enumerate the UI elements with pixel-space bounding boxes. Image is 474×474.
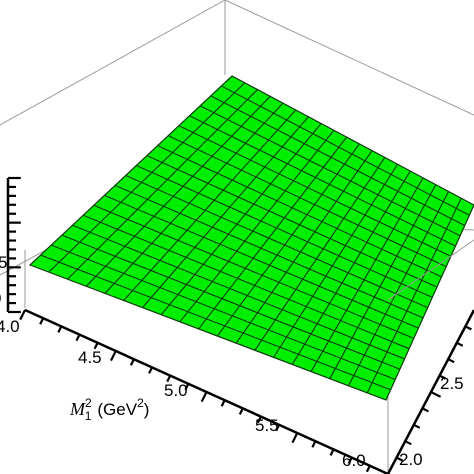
- mesh-line: [85, 95, 271, 287]
- mesh-line: [273, 163, 399, 358]
- x-axis-tick: [109, 350, 117, 362]
- x-axis-tick: [275, 424, 281, 432]
- surface: [28, 75, 474, 401]
- x-axis-label-base: M: [69, 399, 86, 419]
- x-axis-tick: [19, 309, 26, 321]
- y-axis-tick: [439, 374, 447, 380]
- mesh-line: [178, 125, 452, 257]
- x-tick-label: 5.0: [164, 381, 188, 400]
- y-axis-tick: [404, 440, 412, 446]
- mesh-line: [123, 109, 297, 301]
- mesh-line: [157, 145, 442, 278]
- mesh-line: [72, 224, 405, 360]
- mesh-line: [48, 82, 246, 273]
- x-axis-tick: [365, 465, 371, 473]
- mesh-line: [93, 204, 415, 339]
- x-axis-label-sub: 1: [85, 409, 92, 423]
- mesh-line: [189, 115, 456, 247]
- mesh-line: [104, 102, 284, 294]
- x-axis-label-unit-close: ): [144, 400, 150, 419]
- mesh-line: [61, 234, 401, 370]
- x-axis-label: M2 1 (GeV2): [69, 396, 149, 423]
- mesh-line: [348, 191, 450, 387]
- y-tick-labels: 2.0 2.5: [399, 374, 464, 469]
- mesh-line: [104, 194, 419, 329]
- mesh-line: [142, 116, 309, 308]
- mesh-line: [40, 254, 391, 391]
- x-axis-tick: [347, 457, 353, 465]
- x-axis-tick: [220, 399, 226, 407]
- mesh-line: [146, 155, 438, 288]
- x-axis-tick: [57, 325, 63, 333]
- x-axis-tick: [311, 440, 317, 448]
- axes: [6, 176, 474, 474]
- mesh-line: [125, 174, 428, 309]
- x-axis-tick: [148, 366, 154, 374]
- y-axis-tick: [456, 341, 464, 347]
- mesh-line: [167, 135, 447, 268]
- y-axis-tick: [447, 358, 455, 364]
- x-axis-label-unit-sup: 2: [137, 396, 144, 410]
- y-axis-tick: [396, 456, 404, 462]
- mesh-line: [366, 197, 462, 394]
- x-axis-tick: [93, 342, 99, 350]
- x-axis-tick: [256, 416, 262, 424]
- mesh-line: [254, 157, 386, 351]
- mesh-line: [136, 165, 433, 298]
- x-tick-label: 6.0: [342, 451, 366, 470]
- mesh-line: [179, 129, 335, 323]
- mesh-line: [160, 123, 322, 316]
- x-tick-label: 4.0: [0, 317, 20, 336]
- mesh-line: [198, 136, 348, 330]
- x-axis-tick: [166, 375, 172, 383]
- x-axis-tick: [238, 407, 244, 415]
- mesh-line: [329, 184, 437, 379]
- x-axis-tick: [291, 432, 299, 444]
- x-axis-tick: [75, 334, 81, 342]
- y-axis-tick: [421, 407, 429, 413]
- box-edge: [0, 0, 226, 126]
- x-axis-label-sup: 2: [85, 396, 92, 410]
- box-edge: [224, 0, 474, 116]
- x-axis-tick: [329, 448, 335, 456]
- y-tick-label: 2.0: [399, 450, 423, 469]
- mesh-line: [199, 105, 461, 237]
- z-tick-label: 0: [0, 289, 1, 308]
- mesh-line: [235, 150, 373, 344]
- x-axis-label-unit: (GeV: [97, 400, 137, 419]
- x-axis-tick: [39, 317, 45, 325]
- x-axis-tick: [200, 391, 208, 403]
- y-axis-tick: [430, 391, 442, 398]
- y-axis-tick: [464, 325, 472, 331]
- mesh-line: [82, 214, 410, 350]
- x-axis-tick: [184, 383, 190, 391]
- mesh-line: [114, 184, 424, 319]
- x-tick-label: 4.5: [78, 348, 102, 367]
- x-axis-tick: [129, 358, 135, 366]
- mesh-line: [291, 170, 411, 365]
- mesh-line: [310, 177, 424, 372]
- box-edge: [387, 239, 474, 301]
- x-tick-labels: 4.0 4.5 5.0 5.5 6.0: [0, 317, 366, 470]
- z-tick-labels: 5 0: [0, 253, 7, 308]
- mesh-line: [67, 89, 258, 280]
- mesh-line: [51, 244, 396, 380]
- y-tick-label: 2.5: [440, 374, 464, 393]
- mesh-line: [210, 95, 465, 227]
- mesh-line: [221, 85, 470, 216]
- x-tick-label: 5.5: [255, 416, 279, 435]
- z-tick-label: 5: [0, 253, 7, 272]
- bounding-box-front: [24, 239, 474, 308]
- y-axis-tick: [413, 423, 421, 429]
- mesh-line: [216, 143, 360, 337]
